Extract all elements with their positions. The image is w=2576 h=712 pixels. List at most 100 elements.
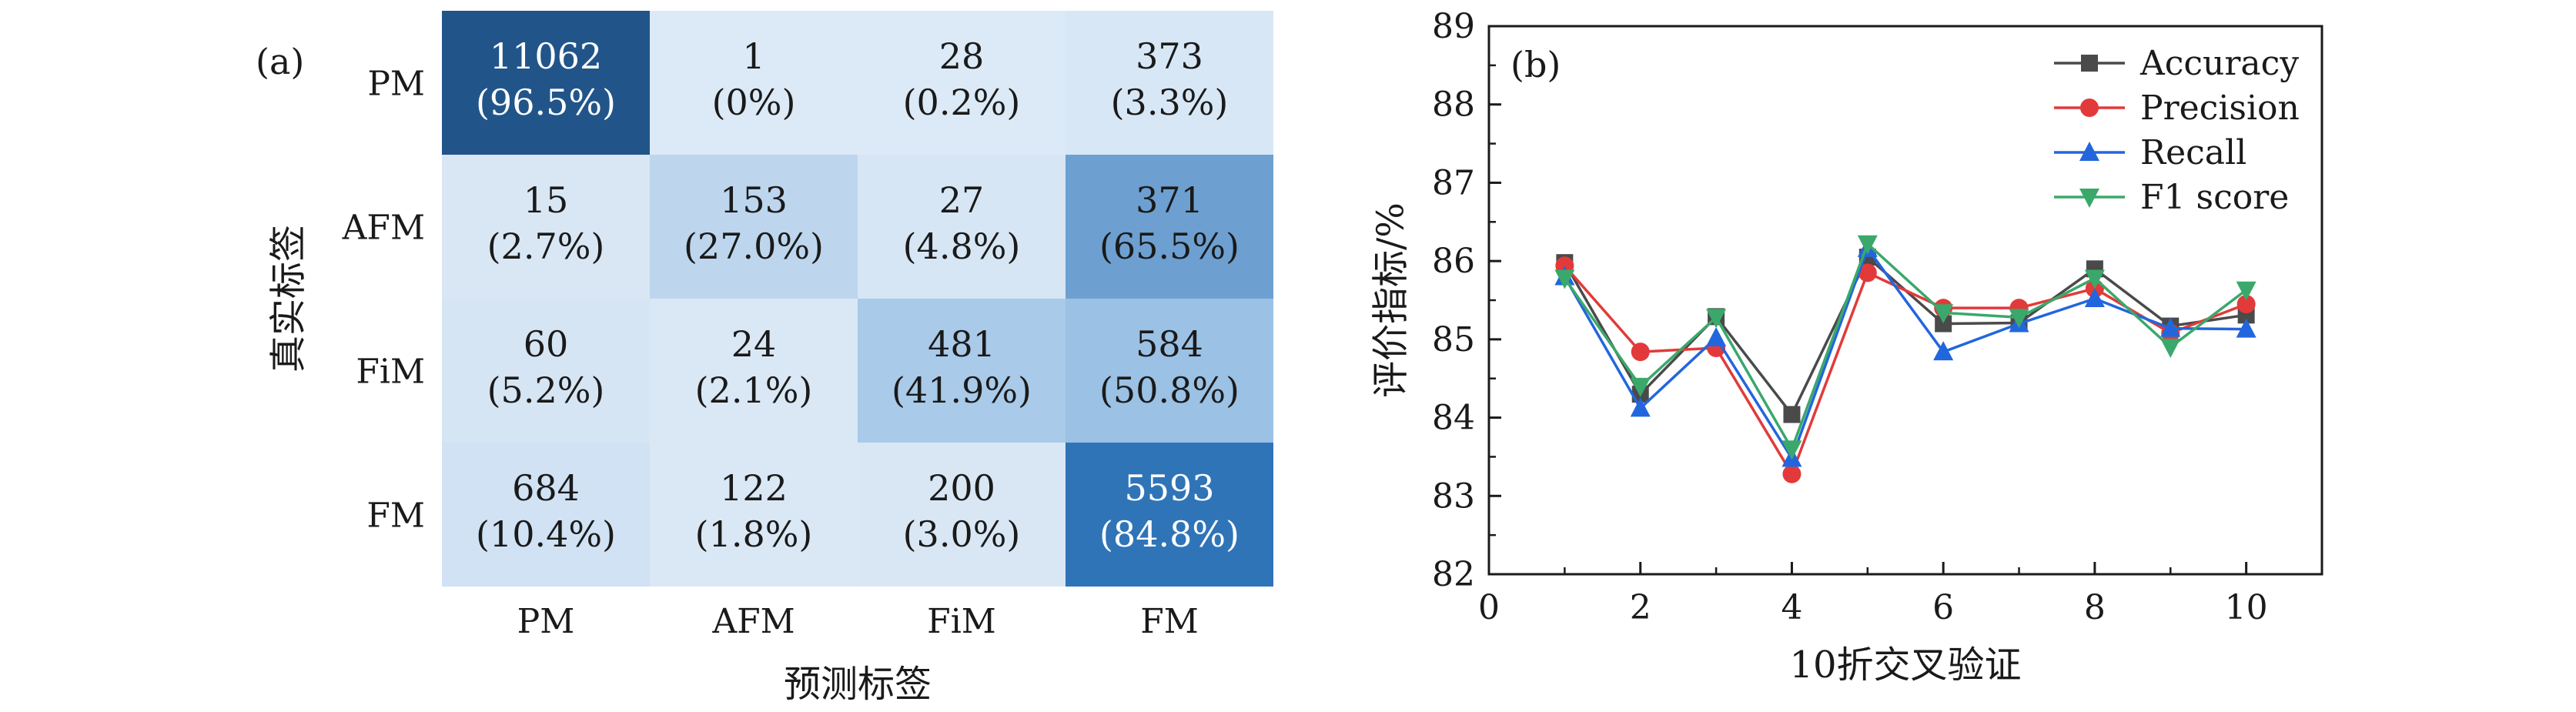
cm-count-label: 371: [1136, 179, 1203, 221]
data-point: [1857, 235, 1878, 255]
y-tick-label: 82: [1432, 555, 1475, 594]
cm-x-tick-label: FM: [1140, 602, 1199, 641]
data-point: [1933, 304, 1954, 324]
cm-count-label: 27: [939, 179, 985, 221]
y-tick-label: 88: [1432, 85, 1475, 125]
cm-y-axis-label: 真实标签: [267, 225, 310, 373]
data-point: [2236, 295, 2256, 314]
cm-y-tick-label: FM: [366, 496, 425, 536]
cm-cell: [1066, 11, 1273, 155]
legend-marker: [2079, 142, 2099, 161]
cm-count-label: 15: [524, 179, 569, 221]
legend-marker: [2081, 55, 2098, 72]
cm-count-label: 24: [731, 323, 777, 365]
data-point: [2236, 281, 2257, 301]
cm-count-label: 60: [524, 323, 569, 365]
cm-percent-label: (3.3%): [1111, 82, 1229, 123]
cm-cell: [858, 443, 1066, 587]
y-tick-label: 86: [1432, 242, 1475, 281]
cm-x-tick-label: PM: [517, 602, 575, 641]
cm-count-label: 373: [1136, 35, 1203, 77]
cm-count-label: 5593: [1124, 467, 1214, 509]
cm-percent-label: (10.4%): [476, 513, 616, 555]
y-tick-label: 89: [1432, 7, 1475, 46]
data-point: [1781, 440, 1802, 460]
cm-percent-label: (1.8%): [695, 513, 813, 555]
cm-count-label: 11062: [490, 35, 602, 77]
series-line: [1563, 255, 2246, 417]
cm-count-label: 28: [939, 35, 985, 77]
cm-x-tick-label: AFM: [711, 602, 795, 641]
cm-cell: [1066, 299, 1273, 443]
cm-percent-label: (0.2%): [903, 82, 1021, 123]
cm-count-label: 684: [512, 467, 580, 509]
x-tick-label: 8: [2084, 588, 2106, 627]
cm-percent-label: (5.2%): [487, 369, 605, 411]
x-axis-label: 10折交叉验证: [1789, 643, 2021, 687]
cm-percent-label: (65.5%): [1099, 226, 1239, 267]
data-point: [2084, 269, 2105, 289]
cm-count-label: 1: [742, 35, 764, 77]
cm-cell: [442, 11, 650, 155]
cm-percent-label: (84.8%): [1099, 513, 1239, 555]
data-point: [1783, 406, 1801, 423]
cm-percent-label: (41.9%): [892, 369, 1032, 411]
data-point: [2160, 317, 2181, 337]
cm-count-label: 481: [928, 323, 995, 365]
cm-cell: [1066, 155, 1273, 299]
data-point: [1706, 326, 1727, 346]
series-line: [1563, 241, 2247, 453]
x-tick-label: 6: [1932, 588, 1954, 627]
cm-y-tick-label: PM: [367, 65, 425, 104]
cm-y-tick-label: FiM: [356, 353, 425, 392]
y-axis-label: 评价指标/%: [1370, 202, 1413, 398]
cm-count-label: 122: [720, 467, 788, 509]
panel-b-tag: (b): [1510, 44, 1561, 85]
cm-percent-label: (2.7%): [487, 226, 605, 267]
data-point: [1935, 315, 1952, 333]
data-point: [2236, 318, 2257, 338]
data-point: [2084, 287, 2105, 307]
cm-cell: [650, 11, 858, 155]
data-point: [1706, 309, 1727, 329]
cm-cell: [650, 155, 858, 299]
cm-percent-label: (96.5%): [476, 82, 616, 123]
data-point: [1858, 263, 1877, 282]
data-point: [1630, 397, 1651, 417]
legend-marker: [2079, 189, 2099, 208]
series-accuracy: [1556, 249, 2255, 423]
cm-cell: [442, 443, 650, 587]
cm-cell: [650, 443, 858, 587]
cm-cell: [858, 155, 1066, 299]
cm-cell: [442, 155, 650, 299]
cm-percent-label: (3.0%): [903, 513, 1021, 555]
legend-marker: [2080, 99, 2099, 117]
legend-label: Accuracy: [2139, 44, 2299, 83]
data-point: [1630, 377, 1651, 397]
x-tick-label: 4: [1781, 588, 1802, 627]
y-tick-label: 84: [1432, 399, 1475, 438]
cm-cell: [858, 11, 1066, 155]
data-point: [1631, 343, 1650, 362]
cm-cell: [1066, 443, 1273, 587]
cm-percent-label: (4.8%): [903, 226, 1021, 267]
cm-cell: [442, 299, 650, 443]
data-point: [1554, 269, 1575, 289]
cm-count-label: 584: [1136, 323, 1203, 365]
cm-y-tick-label: AFM: [342, 209, 425, 248]
data-point: [1933, 341, 1954, 361]
x-tick-label: 0: [1478, 588, 1500, 627]
cm-percent-label: (27.0%): [684, 226, 824, 267]
data-point: [1782, 464, 1802, 483]
cm-x-axis-label: 预测标签: [784, 663, 932, 706]
line-chart-panel: 82 83 84 85 86 87 88 89 0 2 4 6 8 10 Accuracy Precision…: [1370, 7, 2323, 687]
y-tick-label: 85: [1432, 320, 1475, 359]
y-tick-label: 87: [1432, 163, 1475, 202]
cm-percent-label: (2.1%): [695, 369, 813, 411]
series-line: [1564, 265, 2247, 477]
cm-cell: [858, 299, 1066, 443]
x-tick-label: 2: [1630, 588, 1651, 627]
cm-percent-label: (0%): [712, 82, 796, 123]
confusion-matrix-panel: 11062 (96.5%) 1 (0%) 28 (0.2%) 373 (3.3%) 15 (2.7…: [256, 11, 1273, 706]
